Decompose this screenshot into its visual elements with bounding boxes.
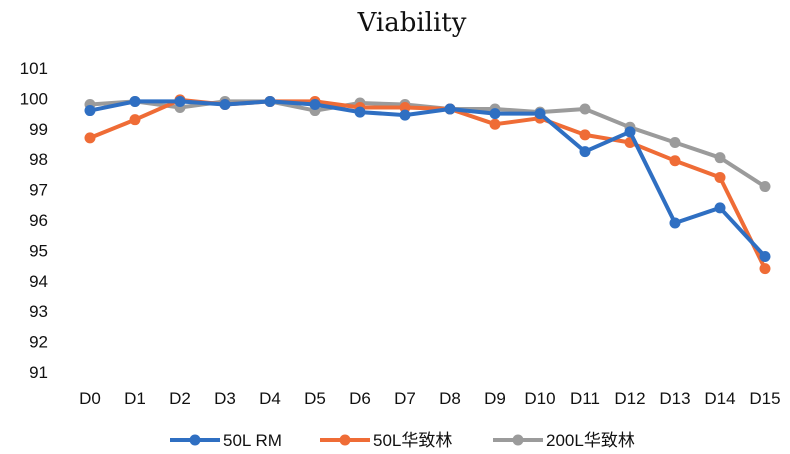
data-point	[309, 98, 321, 110]
data-point	[129, 95, 141, 107]
y-tick-label: 93	[29, 302, 48, 321]
data-point	[489, 118, 501, 130]
data-point	[579, 103, 591, 115]
x-tick-label: D5	[304, 389, 326, 408]
x-tick-label: D6	[349, 389, 371, 408]
data-point	[579, 146, 591, 158]
series-2	[84, 94, 771, 275]
data-point	[219, 98, 231, 110]
data-point	[669, 155, 681, 167]
data-point	[174, 95, 186, 107]
data-point	[264, 95, 276, 107]
data-point	[669, 136, 681, 148]
legend-label: 50L RM	[223, 431, 282, 450]
y-tick-label: 101	[20, 59, 48, 78]
series-group	[84, 94, 771, 275]
x-tick-label: D9	[484, 389, 506, 408]
y-tick-label: 97	[29, 181, 48, 200]
data-point	[534, 108, 546, 120]
data-point	[759, 263, 771, 275]
data-point	[714, 171, 726, 183]
data-point	[489, 108, 501, 120]
data-point	[399, 109, 411, 121]
series-1	[84, 95, 771, 262]
y-tick-label: 100	[20, 89, 48, 108]
data-point	[84, 105, 96, 117]
x-tick-label: D4	[259, 389, 281, 408]
y-tick-label: 91	[29, 363, 48, 382]
series-line	[88, 99, 767, 189]
x-tick-label: D0	[79, 389, 101, 408]
x-tick-label: D2	[169, 389, 191, 408]
x-tick-label: D12	[614, 389, 645, 408]
chart-title: Viability	[357, 8, 467, 38]
y-tick-label: 92	[29, 333, 48, 352]
data-point	[354, 106, 366, 118]
y-tick-label: 99	[29, 120, 48, 139]
data-point	[84, 132, 96, 144]
legend-item: 50L华致林	[320, 431, 452, 450]
x-tick-label: D11	[570, 389, 600, 408]
data-point	[759, 250, 771, 262]
legend-marker	[189, 434, 201, 446]
x-tick-label: D15	[749, 389, 780, 408]
legend-label: 200L华致林	[546, 431, 635, 450]
data-point	[669, 217, 681, 229]
legend-marker	[339, 434, 351, 446]
y-tick-label: 95	[29, 241, 48, 260]
x-tick-label: D7	[394, 389, 416, 408]
y-tick-label: 96	[29, 211, 48, 230]
data-point	[399, 102, 411, 114]
data-point	[714, 202, 726, 214]
legend-item: 50L RM	[170, 431, 282, 450]
series-line	[88, 97, 767, 271]
legend-label: 50L华致林	[373, 431, 452, 450]
legend-marker	[512, 434, 524, 446]
x-tick-label: D13	[659, 389, 690, 408]
x-axis-ticks: D0 D1 D2 D3 D4 D5 D6 D7 D8 D9 D10 D11 D12 D13 D14 D15	[79, 389, 780, 408]
legend: 50L RM 50L华致林 200L华致林	[170, 431, 635, 450]
legend-item: 200L华致林	[493, 431, 635, 450]
data-point	[129, 114, 141, 126]
x-tick-label: D1	[124, 389, 146, 408]
x-tick-label: D3	[214, 389, 236, 408]
data-point	[444, 103, 456, 115]
data-point	[759, 181, 771, 193]
y-axis-ticks: 101 100 99 98 97 96 95 94 93 92 91	[20, 59, 48, 382]
series-line	[88, 99, 767, 259]
data-point	[579, 129, 591, 141]
x-tick-label: D14	[704, 389, 735, 408]
data-point	[624, 126, 636, 138]
x-tick-label: D8	[439, 389, 461, 408]
data-point	[714, 152, 726, 164]
y-tick-label: 94	[29, 272, 48, 291]
y-tick-label: 98	[29, 150, 48, 169]
x-tick-label: D10	[524, 389, 555, 408]
